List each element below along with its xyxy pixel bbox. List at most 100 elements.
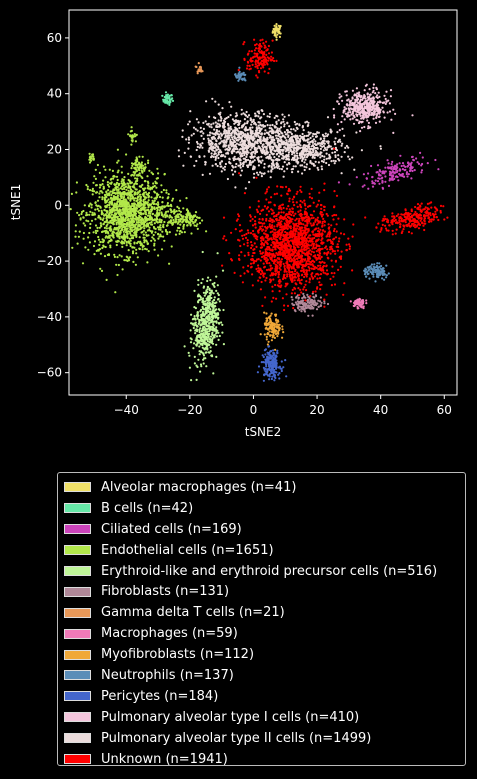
- data-point: [129, 232, 132, 235]
- data-point: [216, 284, 219, 287]
- data-point: [201, 278, 204, 281]
- data-point: [192, 326, 195, 330]
- data-point: [273, 336, 276, 339]
- data-point: [281, 149, 284, 152]
- data-point: [339, 140, 342, 143]
- data-point: [401, 172, 404, 176]
- data-point: [284, 143, 287, 146]
- data-point: [197, 293, 200, 296]
- data-point: [277, 373, 280, 376]
- data-point: [140, 231, 143, 234]
- series-12: [177, 97, 382, 190]
- data-point: [266, 332, 269, 336]
- data-point: [214, 146, 217, 149]
- data-point: [301, 158, 304, 161]
- data-point: [201, 346, 204, 349]
- data-point: [108, 209, 112, 212]
- data-point: [88, 241, 91, 244]
- data-point: [102, 239, 105, 242]
- data-point: [321, 154, 324, 158]
- data-point: [145, 234, 148, 237]
- data-point: [297, 296, 300, 299]
- data-point: [135, 204, 138, 207]
- data-point: [220, 160, 224, 163]
- data-point: [218, 309, 221, 312]
- data-point: [178, 226, 181, 230]
- data-point: [235, 76, 239, 79]
- data-point: [375, 116, 378, 119]
- data-point: [179, 210, 182, 213]
- data-point: [434, 158, 437, 162]
- data-point: [347, 146, 350, 149]
- data-point: [289, 143, 292, 146]
- data-point: [151, 212, 154, 215]
- data-point: [109, 246, 112, 249]
- data-point: [365, 177, 368, 180]
- data-point: [415, 157, 418, 160]
- data-point: [102, 244, 105, 247]
- data-point: [275, 122, 278, 125]
- data-point: [276, 335, 279, 338]
- data-point: [116, 256, 119, 259]
- data-point: [234, 115, 237, 118]
- data-point: [102, 222, 105, 226]
- data-point: [236, 147, 239, 151]
- data-point: [219, 161, 222, 164]
- data-point: [179, 199, 182, 202]
- data-point: [123, 190, 126, 194]
- data-point: [182, 225, 185, 228]
- data-point: [370, 267, 373, 270]
- data-point: [108, 206, 111, 209]
- data-point: [127, 257, 130, 261]
- data-point: [186, 224, 189, 227]
- data-point: [308, 167, 311, 171]
- data-point: [348, 114, 351, 117]
- data-point: [204, 120, 207, 123]
- data-point: [274, 330, 277, 333]
- data-point: [190, 322, 193, 325]
- data-point: [120, 171, 123, 174]
- data-point: [241, 162, 245, 165]
- data-point: [228, 129, 231, 132]
- data-point: [261, 124, 265, 127]
- data-point: [188, 120, 191, 123]
- data-point: [379, 170, 382, 173]
- data-point: [146, 218, 149, 221]
- data-point: [188, 354, 191, 357]
- data-point: [80, 212, 83, 216]
- data-point: [370, 263, 373, 266]
- data-point: [311, 153, 314, 156]
- data-point: [128, 191, 131, 194]
- data-point: [238, 159, 241, 162]
- data-point: [110, 213, 113, 216]
- data-point: [185, 219, 189, 222]
- data-point: [302, 139, 305, 142]
- data-point: [214, 133, 217, 136]
- data-point: [85, 211, 88, 214]
- data-point: [226, 151, 229, 154]
- data-point: [251, 151, 255, 154]
- data-point: [162, 223, 165, 226]
- data-point: [136, 218, 139, 221]
- data-point: [178, 213, 181, 216]
- data-point: [297, 302, 300, 305]
- data-point: [116, 215, 119, 218]
- data-point: [109, 234, 112, 237]
- data-point: [376, 112, 379, 115]
- data-point: [198, 319, 201, 322]
- data-point: [106, 211, 109, 214]
- data-point: [135, 188, 138, 191]
- data-point: [112, 204, 115, 207]
- data-point: [202, 354, 206, 357]
- data-point: [227, 115, 230, 119]
- data-point: [170, 245, 173, 248]
- data-point: [146, 201, 149, 204]
- data-point: [267, 359, 270, 362]
- data-point: [220, 321, 223, 324]
- data-point: [180, 215, 183, 218]
- data-point: [261, 354, 264, 357]
- data-point: [135, 182, 138, 185]
- data-point: [234, 73, 237, 76]
- data-point: [199, 323, 202, 326]
- data-point: [275, 38, 278, 41]
